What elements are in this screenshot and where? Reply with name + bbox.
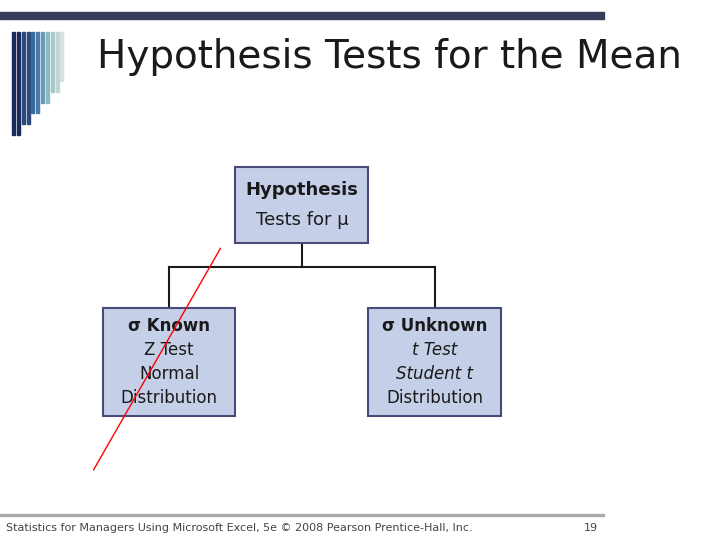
Text: σ Known: σ Known <box>128 317 210 335</box>
Bar <box>0 514 604 516</box>
Bar <box>12 32 15 135</box>
Text: 19: 19 <box>584 523 598 533</box>
Bar <box>0 12 604 19</box>
Bar <box>50 32 54 92</box>
FancyBboxPatch shape <box>103 308 235 416</box>
Text: Statistics for Managers Using Microsoft Excel, 5e © 2008 Pearson Prentice-Hall, : Statistics for Managers Using Microsoft … <box>6 523 472 533</box>
FancyBboxPatch shape <box>235 167 369 243</box>
Text: Normal: Normal <box>139 365 199 383</box>
Bar <box>46 32 49 103</box>
Bar <box>60 32 63 81</box>
Text: Distribution: Distribution <box>386 389 483 407</box>
Text: Distribution: Distribution <box>120 389 217 407</box>
Text: Z Test: Z Test <box>144 341 194 359</box>
Bar <box>55 32 58 92</box>
Bar <box>36 32 40 113</box>
Text: Hypothesis Tests for the Mean: Hypothesis Tests for the Mean <box>96 38 682 76</box>
Text: Tests for μ: Tests for μ <box>256 211 348 230</box>
Text: Student t: Student t <box>396 365 473 383</box>
Bar <box>27 32 30 124</box>
FancyBboxPatch shape <box>369 308 501 416</box>
Text: t Test: t Test <box>412 341 457 359</box>
Bar <box>22 32 24 124</box>
Bar <box>17 32 20 135</box>
Bar <box>41 32 44 103</box>
Text: Hypothesis: Hypothesis <box>246 181 359 199</box>
Text: σ Unknown: σ Unknown <box>382 317 487 335</box>
Bar <box>32 32 35 113</box>
